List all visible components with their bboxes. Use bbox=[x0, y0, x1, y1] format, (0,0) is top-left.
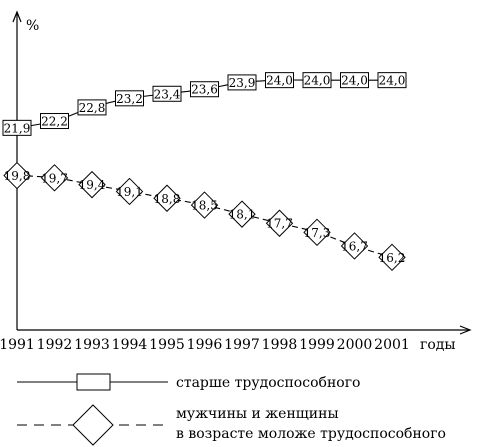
diamond-marker bbox=[265, 209, 294, 237]
diamond-marker bbox=[378, 243, 406, 272]
diamond-marker bbox=[340, 232, 369, 260]
data-point: 23,2 bbox=[115, 90, 144, 107]
square-marker bbox=[377, 72, 407, 89]
data-label: 18,8 bbox=[154, 192, 181, 206]
data-label: 17,7 bbox=[266, 217, 293, 231]
series-2: 19,8 19,7 19,4 19,1 18,8 18,5 18,1 17,7 17,3 16,7… bbox=[3, 161, 406, 272]
square-marker bbox=[40, 113, 69, 130]
x-tick-label: 1996 bbox=[187, 337, 223, 353]
legend: старше трудоспособного мужчины и женщины в… bbox=[17, 373, 446, 446]
x-axis-arrow bbox=[459, 325, 472, 335]
data-point: 23,4 bbox=[152, 85, 182, 102]
square-marker bbox=[340, 72, 369, 89]
data-point: 19,4 bbox=[78, 170, 106, 199]
data-label: 19,7 bbox=[41, 171, 68, 185]
x-tick-label: 1997 bbox=[224, 337, 260, 353]
data-point: 24,0 bbox=[302, 72, 332, 89]
data-point: 18,1 bbox=[228, 200, 256, 228]
legend-label-line-2: в возрасте моложе трудоспособного bbox=[176, 426, 446, 442]
legend-label: старше трудоспособного bbox=[176, 375, 360, 391]
square-marker bbox=[227, 74, 257, 91]
data-point: 16,7 bbox=[340, 232, 369, 260]
legend-item-1: старше трудоспособного bbox=[17, 373, 360, 391]
y-axis-label: % bbox=[26, 18, 39, 34]
data-label: 24,0 bbox=[266, 74, 293, 88]
x-tick-label: 2001 bbox=[374, 337, 410, 353]
data-point: 23,9 bbox=[227, 74, 257, 91]
data-point: 18,8 bbox=[153, 184, 181, 212]
diamond-marker bbox=[78, 170, 106, 199]
data-label: 18,1 bbox=[229, 208, 256, 222]
legend-diamond-marker bbox=[72, 404, 114, 446]
square-marker bbox=[115, 90, 144, 107]
diamond-marker bbox=[153, 184, 181, 212]
x-tick-label: 1991 bbox=[0, 337, 35, 353]
square-marker bbox=[152, 85, 182, 102]
diamond-marker bbox=[190, 191, 219, 219]
diamond-marker bbox=[115, 177, 144, 206]
diamond-marker bbox=[303, 218, 331, 247]
data-point: 21,9 bbox=[2, 119, 32, 136]
x-tick-label: 1999 bbox=[299, 337, 335, 353]
data-label: 23,6 bbox=[191, 83, 218, 97]
data-point: 19,7 bbox=[40, 164, 69, 192]
diamond-marker bbox=[40, 164, 69, 192]
data-label: 22,2 bbox=[41, 115, 68, 129]
square-marker bbox=[302, 72, 332, 89]
data-point: 22,2 bbox=[40, 113, 69, 130]
data-point: 22,8 bbox=[77, 99, 107, 116]
data-point: 24,0 bbox=[265, 72, 294, 89]
data-label: 23,4 bbox=[154, 87, 181, 101]
x-tick-label: 1994 bbox=[112, 337, 148, 353]
data-point: 16,2 bbox=[378, 243, 406, 272]
square-marker bbox=[77, 99, 107, 116]
diamond-marker bbox=[3, 161, 31, 190]
data-point: 24,0 bbox=[340, 72, 369, 89]
data-label: 22,8 bbox=[79, 101, 106, 115]
legend-item-2: мужчины и женщины в возрасте моложе трудо… bbox=[17, 404, 446, 446]
x-tick-label: 1995 bbox=[149, 337, 185, 353]
diamond-marker bbox=[228, 200, 256, 228]
data-point: 17,7 bbox=[265, 209, 294, 237]
series-layer: 21,9 22,2 22,8 23,2 23,4 23,6 23,9 24,0 24,0 24,0… bbox=[2, 72, 407, 272]
data-point: 24,0 bbox=[377, 72, 407, 89]
data-label: 24,0 bbox=[304, 74, 331, 88]
x-tick-label: 1992 bbox=[37, 337, 73, 353]
data-label: 16,7 bbox=[341, 239, 368, 253]
data-point: 19,1 bbox=[115, 177, 144, 206]
data-label: 19,4 bbox=[79, 178, 106, 192]
data-label: 19,1 bbox=[116, 185, 143, 199]
y-axis-arrow bbox=[12, 10, 22, 23]
square-marker bbox=[2, 119, 32, 136]
x-tick-label: 1998 bbox=[262, 337, 298, 353]
data-label: 17,3 bbox=[304, 226, 331, 240]
x-tick-labels: 1991 1992 1993 1994 1995 1996 1997 1998 1999 2000… bbox=[0, 337, 410, 353]
data-label: 19,8 bbox=[4, 169, 31, 183]
data-label: 18,5 bbox=[191, 199, 218, 213]
data-point: 23,6 bbox=[190, 81, 219, 98]
data-label: 21,9 bbox=[4, 121, 31, 135]
x-tick-label: 2000 bbox=[337, 337, 373, 353]
legend-label-line-1: мужчины и женщины bbox=[176, 406, 339, 422]
square-marker bbox=[265, 72, 294, 89]
data-label: 16,2 bbox=[379, 251, 406, 265]
data-label: 24,0 bbox=[379, 74, 406, 88]
square-marker bbox=[190, 81, 219, 98]
data-label: 23,2 bbox=[116, 92, 143, 106]
x-axis-label: годы bbox=[420, 337, 456, 353]
data-label: 23,9 bbox=[229, 76, 256, 90]
data-point: 19,8 bbox=[3, 161, 31, 190]
legend-square-marker bbox=[76, 373, 111, 391]
data-point: 18,5 bbox=[190, 191, 219, 219]
data-point: 17,3 bbox=[303, 218, 331, 247]
series-1: 21,9 22,2 22,8 23,2 23,4 23,6 23,9 24,0 24,0 24,0… bbox=[2, 72, 407, 136]
x-tick-label: 1993 bbox=[74, 337, 110, 353]
data-label: 24,0 bbox=[341, 74, 368, 88]
